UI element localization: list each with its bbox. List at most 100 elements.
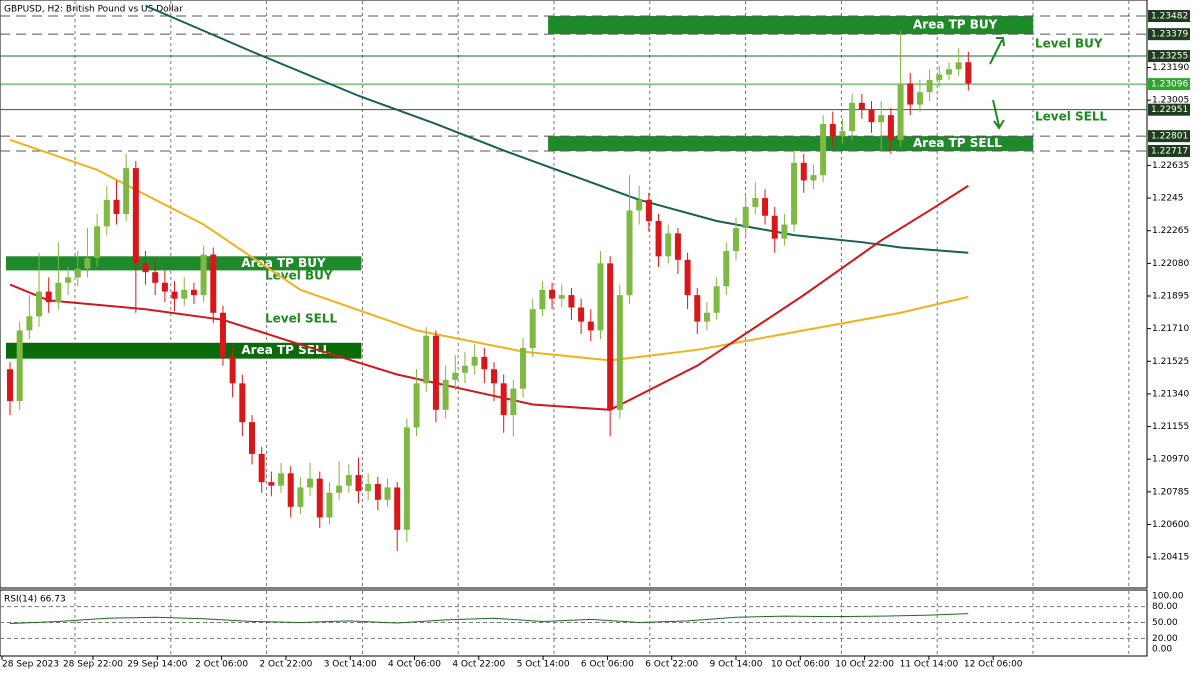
candle-body <box>558 295 565 299</box>
annotation: Level SELL <box>1035 110 1108 124</box>
level-box <box>1148 130 1190 143</box>
candle-body <box>65 277 72 283</box>
y-tick-label: 1.21710 <box>1152 324 1189 334</box>
candle-body <box>239 383 246 423</box>
candle-body <box>849 102 856 132</box>
rsi-tick-label: 0.00 <box>1152 645 1172 655</box>
candle-body <box>868 109 875 123</box>
candle-body <box>587 321 594 331</box>
x-tick-label: 10 Oct 22:00 <box>835 660 894 670</box>
x-tick-label: 3 Oct 14:00 <box>324 660 377 670</box>
y-tick-label: 1.21340 <box>1152 389 1189 399</box>
level-box <box>1148 103 1190 116</box>
candle-body <box>103 199 110 227</box>
candle-body <box>123 168 130 214</box>
main-frame <box>0 0 1148 589</box>
x-tick-label: 10 Oct 06:00 <box>771 660 830 670</box>
candle-body <box>171 291 178 299</box>
zone <box>548 15 1033 35</box>
y-tick-label: 1.20785 <box>1152 487 1189 497</box>
candle-body <box>74 268 81 278</box>
level-label: 1.23096 <box>1151 80 1188 90</box>
level-box <box>1148 50 1190 63</box>
level-label: 1.22951 <box>1151 105 1188 115</box>
x-tick-label: 2 Oct 06:00 <box>195 660 248 670</box>
candle-body <box>916 92 923 105</box>
candle-body <box>568 295 575 308</box>
candle-body <box>520 348 527 389</box>
level-label: 1.23255 <box>1151 52 1188 62</box>
x-tick-label: 29 Sep 14:00 <box>127 660 187 670</box>
level-label: 1.22717 <box>1151 146 1188 156</box>
candle-body <box>907 83 914 105</box>
candle-body <box>142 263 149 273</box>
x-tick-label: 28 Sep 2023 <box>2 660 59 670</box>
candle-body <box>132 168 139 264</box>
y-tick-label: 1.20600 <box>1152 520 1189 530</box>
candle-body <box>578 307 585 322</box>
candle-body <box>752 198 759 207</box>
arrow-down <box>992 99 1005 130</box>
candle-body <box>258 453 265 483</box>
candle-body <box>607 263 614 410</box>
candle-body <box>616 295 623 410</box>
candle-body <box>839 131 846 137</box>
candle-body <box>210 254 217 313</box>
candle-body <box>268 482 275 486</box>
level-label: 1.22801 <box>1151 132 1188 142</box>
candle-body <box>694 295 701 322</box>
candle-body <box>829 123 836 137</box>
candle-body <box>219 312 226 357</box>
x-tick-label: 2 Oct 22:00 <box>259 660 312 670</box>
candle-body <box>781 224 788 239</box>
candle-body <box>713 286 720 313</box>
candle-body <box>742 206 749 229</box>
chart-title: GBPUSD, H2: British Pound vs US Dollar <box>4 5 183 15</box>
candle-body <box>723 251 730 287</box>
candle-body <box>481 356 488 370</box>
rsi-title: RSI(14) 66.73 <box>4 595 66 605</box>
x-tick-label: 6 Oct 06:00 <box>581 660 634 670</box>
candle-body <box>36 291 43 317</box>
candle-body <box>16 330 23 401</box>
candle-body <box>645 199 652 222</box>
candle-body <box>45 291 52 303</box>
level-box <box>1148 144 1190 157</box>
candle-body <box>810 175 817 181</box>
x-tick-label: 12 Oct 06:00 <box>964 660 1023 670</box>
rsi-tick-label: 100.00 <box>1152 592 1184 602</box>
candle-body <box>791 162 798 225</box>
x-tick-label: 28 Sep 22:00 <box>63 660 123 670</box>
y-tick-label: 1.21155 <box>1152 422 1189 432</box>
x-tick-label: 9 Oct 14:00 <box>710 660 763 670</box>
candle-body <box>626 210 633 296</box>
y-tick-label: 1.22635 <box>1152 161 1189 171</box>
y-tick-label: 1.2245 <box>1152 194 1184 204</box>
candle-body <box>113 199 120 214</box>
candle-body <box>945 69 952 75</box>
candle-body <box>200 254 207 296</box>
candle-body <box>549 289 556 299</box>
rsi-line <box>9 613 969 625</box>
y-tick-label: 1.21895 <box>1152 292 1189 302</box>
candle-body <box>403 427 410 530</box>
zone-label: Area TP BUY <box>241 256 326 270</box>
candle-body <box>887 115 894 140</box>
candle-body <box>384 487 391 500</box>
moving-average <box>9 184 969 411</box>
candle-body <box>471 356 478 366</box>
candle-body <box>336 485 343 493</box>
candle-body <box>897 83 904 140</box>
rsi-frame <box>0 589 1148 657</box>
candle-body <box>500 383 507 416</box>
candle-body <box>297 487 304 507</box>
zone <box>6 342 362 359</box>
candle-body <box>703 312 710 322</box>
candle-body <box>762 198 769 216</box>
candle-body <box>636 199 643 211</box>
candle-body <box>326 492 333 518</box>
candle-body <box>413 383 420 428</box>
x-tick-label: 4 Oct 06:00 <box>388 660 441 670</box>
zone <box>6 256 362 271</box>
